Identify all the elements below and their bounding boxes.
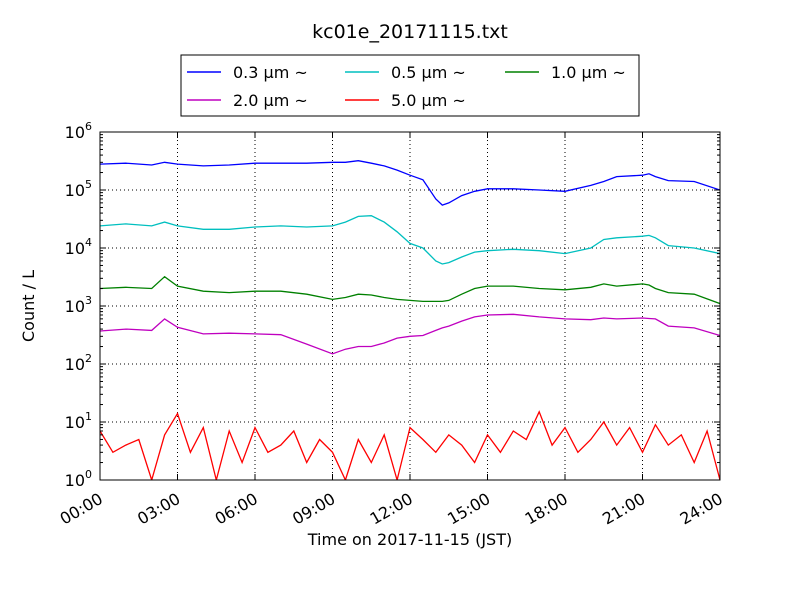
y-tick-label: 103 <box>65 294 92 316</box>
y-tick-base: 10 <box>65 123 85 142</box>
grid-lines <box>100 132 720 480</box>
y-tick-label: 101 <box>65 410 92 432</box>
y-tick-exponent: 3 <box>85 294 92 307</box>
y-tick-label: 106 <box>65 120 92 142</box>
legend-label: 0.3 μm ~ <box>233 63 308 82</box>
legend-label: 5.0 μm ~ <box>391 91 466 110</box>
y-tick-label: 105 <box>65 178 92 200</box>
series-line-3 <box>100 313 720 355</box>
y-tick-label: 100 <box>65 468 92 490</box>
x-axis-label: Time on 2017-11-15 (JST) <box>307 530 512 549</box>
chart-title: kc01e_20171115.txt <box>312 21 508 43</box>
legend-label: 0.5 μm ~ <box>391 63 466 82</box>
series-layer <box>100 160 720 480</box>
y-tick-exponent: 6 <box>85 120 92 133</box>
series-line-0 <box>100 160 720 206</box>
y-tick-exponent: 1 <box>85 410 92 423</box>
legend-label: 1.0 μm ~ <box>551 63 626 82</box>
y-tick-base: 10 <box>65 181 85 200</box>
y-tick-base: 10 <box>65 413 85 432</box>
y-axis-label: Count / L <box>19 270 38 342</box>
y-tick-label: 104 <box>65 236 92 258</box>
legend-box <box>180 54 640 117</box>
series-line-4 <box>100 410 720 480</box>
series-line-1 <box>100 215 720 265</box>
series-line-2 <box>100 275 720 305</box>
y-tick-exponent: 2 <box>85 352 92 365</box>
y-tick-exponent: 5 <box>85 178 92 191</box>
y-tick-label: 102 <box>65 352 92 374</box>
y-tick-exponent: 4 <box>85 236 92 249</box>
y-tick-base: 10 <box>65 471 85 490</box>
legend-label: 2.0 μm ~ <box>233 91 308 110</box>
y-tick-base: 10 <box>65 355 85 374</box>
legend: 0.3 μm ~ 0.5 μm ~ 1.0 μm ~ 2.0 μm ~ 5.0 μm ~ <box>180 54 640 117</box>
y-tick-base: 10 <box>65 297 85 316</box>
y-tick-base: 10 <box>65 239 85 258</box>
y-tick-exponent: 0 <box>85 468 92 481</box>
